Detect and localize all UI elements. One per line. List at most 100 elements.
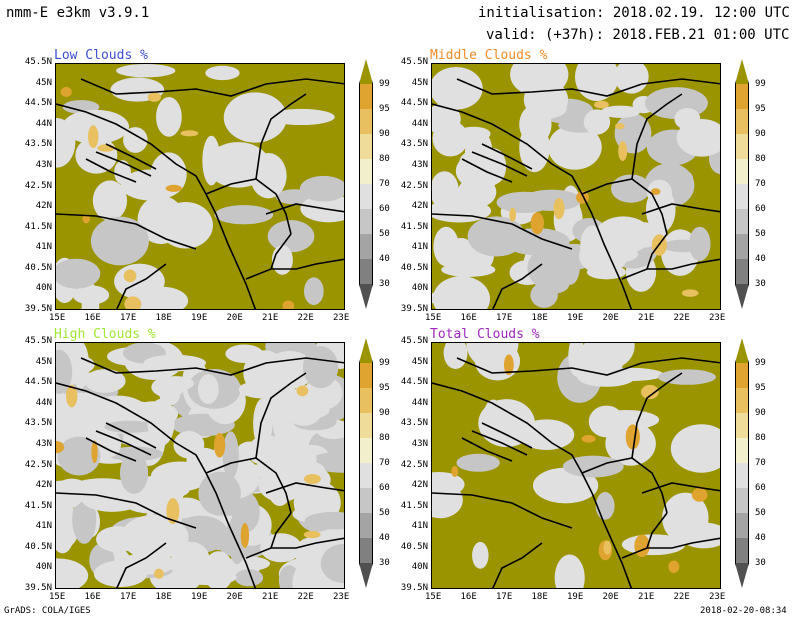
- colorbar-label: 30: [755, 558, 766, 568]
- colorbar-segment: [359, 59, 373, 84]
- transition-patch: [240, 523, 250, 548]
- lat-tick-label: 40N: [35, 283, 52, 294]
- cloud-field: [56, 343, 344, 588]
- lat-tick-label: 43N: [35, 159, 52, 170]
- border-line: [621, 258, 720, 280]
- lat-tick-label: 41.5N: [24, 221, 52, 232]
- lon-tick-label: 18E: [155, 592, 172, 602]
- cloud-field: [432, 343, 720, 588]
- colorbar-label: 99: [755, 79, 766, 89]
- border-line: [432, 492, 573, 529]
- lat-tick-label: 44.5N: [24, 98, 52, 109]
- lat-tick-label: 43.5N: [24, 139, 52, 150]
- clear-sky-patch: [81, 282, 100, 309]
- colorbar-label: 70: [755, 179, 766, 189]
- colorbar-segment: [735, 134, 749, 159]
- lat-tick-label: 39.5N: [400, 583, 428, 593]
- clear-sky-patch: [432, 276, 490, 309]
- footer-left: GrADS: COLA/IGES: [4, 606, 91, 616]
- lat-tick-label: 44N: [35, 118, 52, 129]
- colorbar-segment: [735, 438, 749, 463]
- clear-sky-patch: [275, 440, 317, 479]
- clear-sky-patch: [223, 92, 287, 143]
- transition-patch: [97, 144, 116, 152]
- transition-patch: [303, 530, 321, 539]
- transition-patch: [214, 432, 226, 458]
- lon-tick-label: 19E: [567, 592, 584, 602]
- clear-sky-patch: [299, 175, 344, 202]
- clear-sky-patch: [271, 245, 293, 275]
- transition-patch: [66, 384, 78, 408]
- lon-tick-label: 22E: [673, 592, 690, 602]
- transition-patch: [650, 188, 661, 195]
- clear-sky-patch: [662, 492, 709, 544]
- clear-sky-patch: [56, 349, 73, 395]
- panel-title: Middle Clouds %: [430, 48, 548, 63]
- colorbar-segment: [735, 184, 749, 209]
- lon-tick-label: 21E: [638, 592, 655, 602]
- lon-tick-label: 22E: [673, 313, 690, 323]
- border-line: [641, 203, 720, 215]
- clear-sky-patch: [234, 569, 264, 587]
- clear-sky-patch: [267, 220, 315, 253]
- lat-tick-label: 45N: [411, 356, 428, 367]
- transition-patch: [691, 487, 708, 502]
- border-line: [432, 103, 633, 309]
- colorbar-segment: [359, 438, 373, 463]
- clear-sky-patch: [658, 369, 716, 385]
- colorbar-label: 50: [379, 508, 390, 518]
- clear-sky-patch: [198, 471, 241, 516]
- clear-sky-patch: [203, 551, 234, 588]
- clear-sky-patch: [173, 430, 205, 459]
- lat-tick-label: 39.5N: [24, 304, 52, 314]
- clear-sky-patch: [600, 105, 641, 118]
- transition-patch: [681, 289, 699, 297]
- lat-tick-label: 42N: [411, 480, 428, 491]
- clear-sky-patch: [670, 424, 720, 473]
- border-line: [481, 143, 533, 170]
- lon-tick-label: 19E: [191, 313, 208, 323]
- colorbar-label: 60: [755, 483, 766, 493]
- lat-tick-label: 42.5N: [400, 459, 428, 470]
- transition-patch: [581, 434, 596, 443]
- lat-tick-label: 40.5N: [24, 262, 52, 273]
- lat-tick-label: 45N: [35, 356, 52, 367]
- clear-sky-patch: [661, 168, 694, 189]
- border-line: [456, 357, 720, 376]
- lat-tick-label: 43.5N: [400, 418, 428, 429]
- clear-sky-patch: [571, 343, 623, 386]
- lat-tick-label: 45.5N: [400, 57, 428, 67]
- colorbar-label: 50: [755, 229, 766, 239]
- clear-sky-patch: [225, 344, 264, 363]
- colorbar-label: 95: [379, 104, 390, 114]
- border-line: [95, 151, 152, 177]
- colorbar-label: 95: [755, 383, 766, 393]
- lon-tick-label: 20E: [602, 313, 619, 323]
- colorbar-label: 60: [379, 483, 390, 493]
- clear-sky-patch: [104, 420, 156, 433]
- colorbar-label: 70: [379, 458, 390, 468]
- colorbar-label: 80: [379, 433, 390, 443]
- map-panel: [431, 342, 721, 589]
- transition-patch: [165, 184, 182, 192]
- clear-sky-patch: [205, 65, 240, 81]
- border-line: [581, 178, 668, 235]
- clear-sky-patch: [595, 492, 615, 520]
- colorbar-segment: [359, 513, 373, 538]
- clear-sky-patch: [57, 436, 101, 476]
- colorbar-label: 60: [379, 204, 390, 214]
- border-line: [205, 457, 292, 514]
- border-line: [80, 78, 344, 97]
- clear-sky-patch: [197, 374, 219, 404]
- lon-tick-label: 17E: [496, 313, 513, 323]
- border-line: [116, 263, 167, 309]
- border-line: [631, 372, 683, 459]
- clear-sky-patch: [56, 480, 84, 511]
- colorbar-segment: [359, 259, 373, 284]
- clear-sky-patch: [156, 97, 182, 137]
- colorbar-segment: [359, 413, 373, 438]
- colorbar-segment: [359, 134, 373, 159]
- lat-tick-label: 39.5N: [400, 304, 428, 314]
- clear-sky-patch: [535, 274, 570, 294]
- clear-sky-patch: [157, 376, 195, 391]
